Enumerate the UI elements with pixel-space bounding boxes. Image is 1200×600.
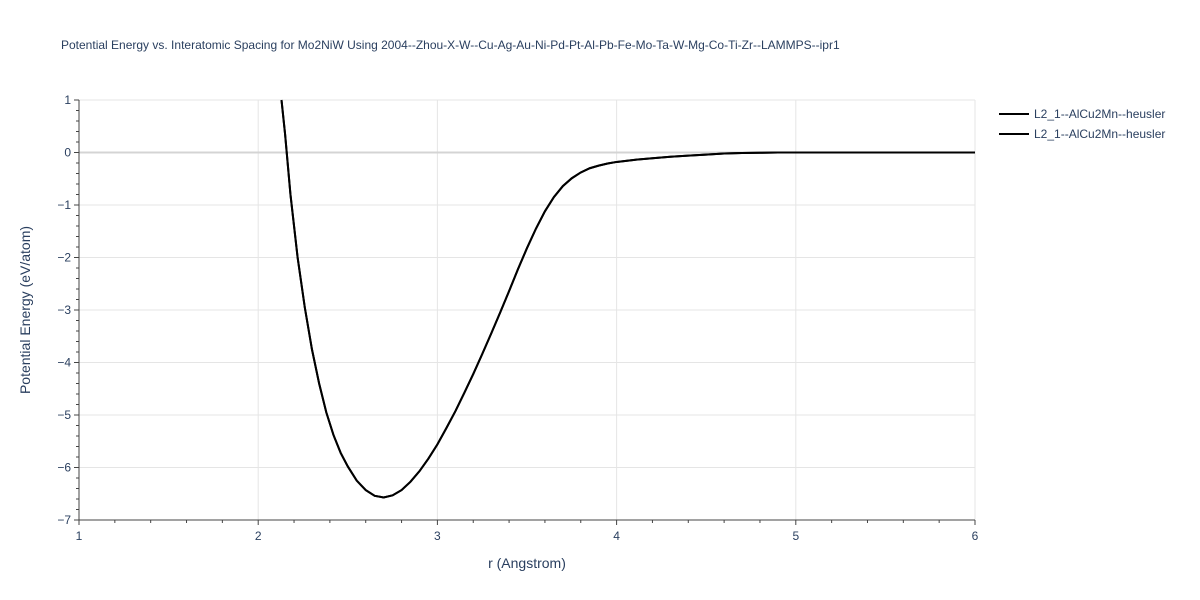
- axes: 1 2 3 4 5 6 1 0 −1 −2 −3 −4 −5 −6 −7: [57, 93, 978, 543]
- y-tick-label: −6: [57, 461, 71, 475]
- chart-title: Potential Energy vs. Interatomic Spacing…: [61, 38, 840, 52]
- y-tick-label: −1: [57, 198, 71, 212]
- y-tick-label: 0: [64, 146, 71, 160]
- x-tick-label: 2: [255, 529, 262, 543]
- x-tick-label: 5: [792, 529, 799, 543]
- y-tick-label: −7: [57, 513, 71, 527]
- y-tick-label: 1: [64, 93, 71, 107]
- series-line-2: [280, 99, 975, 499]
- legend-label[interactable]: L2_1--AlCu2Mn--heusler: [1034, 127, 1165, 141]
- x-tick-label: 6: [972, 529, 979, 543]
- legend-label[interactable]: L2_1--AlCu2Mn--heusler: [1034, 107, 1165, 121]
- y-tick-label: −5: [57, 408, 71, 422]
- grid: [79, 99, 976, 520]
- y-axis-title: Potential Energy (eV/atom): [17, 226, 33, 394]
- x-tick-label: 3: [434, 529, 441, 543]
- y-tick-label: −3: [57, 303, 71, 317]
- x-axis-title: r (Angstrom): [488, 555, 566, 571]
- legend: L2_1--AlCu2Mn--heusler L2_1--AlCu2Mn--heu…: [999, 107, 1165, 141]
- y-tick-label: −4: [57, 356, 71, 370]
- x-tick-label: 1: [76, 529, 83, 543]
- x-tick-label: 4: [613, 529, 620, 543]
- y-tick-label: −2: [57, 251, 71, 265]
- series-layer: [280, 99, 975, 499]
